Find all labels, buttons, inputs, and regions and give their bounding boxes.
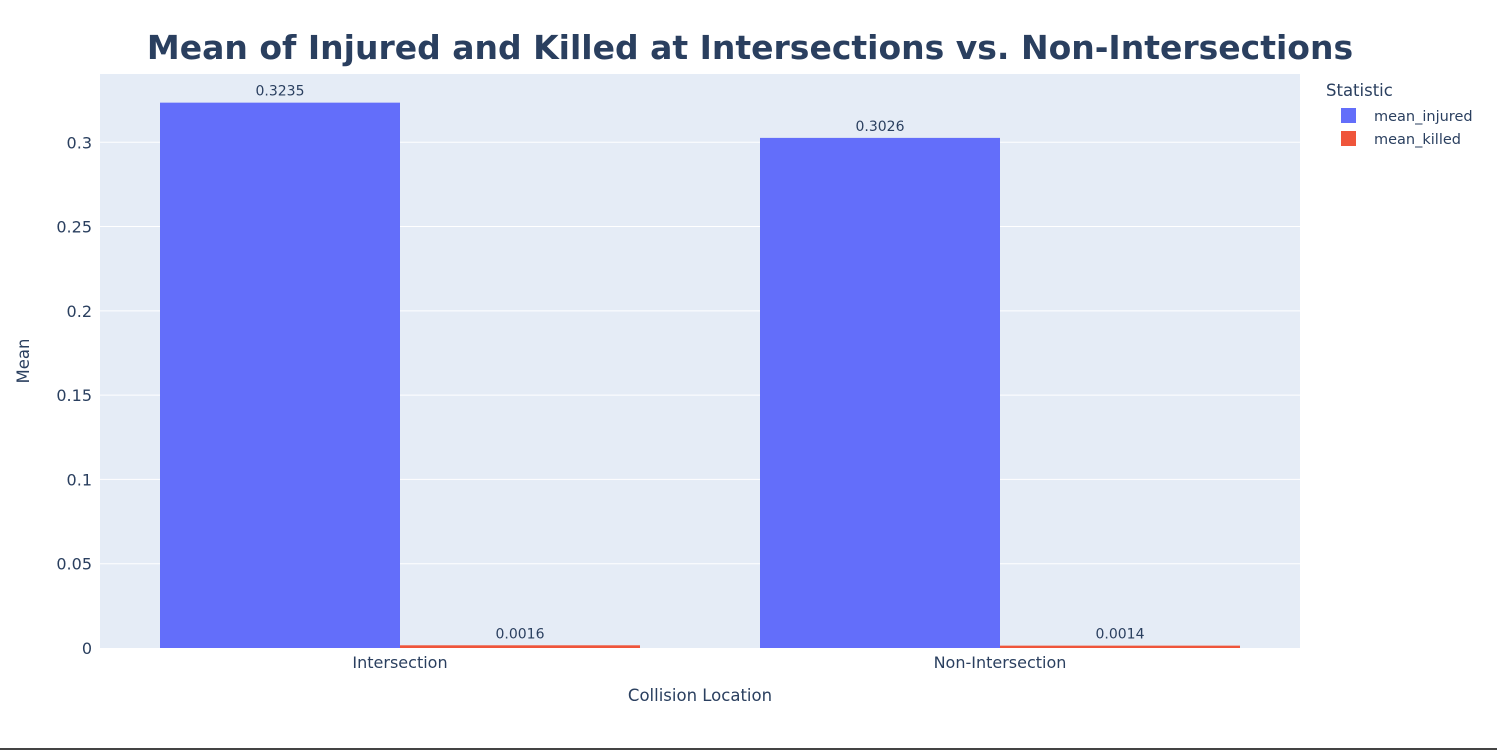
x-axis-title: Collision Location [628, 686, 772, 705]
legend-label-mean-killed: mean_killed [1374, 132, 1461, 148]
legend-label-mean-injured: mean_injured [1374, 109, 1473, 125]
chart-title: Mean of Injured and Killed at Intersecti… [147, 28, 1353, 67]
bottom-border [0, 748, 1497, 750]
data-label: 0.0016 [496, 626, 545, 642]
y-tick-label: 0.15 [56, 386, 92, 405]
bar-mean-injured-non-intersection[interactable] [760, 137, 1000, 648]
x-tick-label: Non-Intersection [934, 653, 1067, 672]
y-axis-title: Mean [14, 339, 33, 384]
bar-mean-killed-non-intersection[interactable] [1000, 645, 1240, 648]
legend-title: Statistic [1326, 81, 1393, 100]
legend-item-mean-killed[interactable]: mean_killed [1341, 131, 1461, 148]
x-axis-ticks: Intersection Non-Intersection [352, 653, 1066, 672]
y-tick-label: 0 [82, 639, 92, 658]
y-tick-label: 0.1 [67, 470, 92, 489]
y-tick-label: 0.25 [56, 218, 92, 237]
bars [160, 102, 1240, 649]
legend-swatch-mean-killed [1341, 131, 1356, 146]
legend-item-mean-injured[interactable]: mean_injured [1341, 108, 1473, 125]
y-tick-label: 0.3 [67, 133, 92, 152]
y-tick-label: 0.05 [56, 555, 92, 574]
data-label: 0.0014 [1096, 627, 1145, 643]
bar-mean-killed-intersection[interactable] [400, 645, 640, 648]
data-labels: 0.3235 0.0016 0.3026 0.0014 [256, 84, 1145, 643]
legend[interactable]: Statistic mean_injured mean_killed [1326, 81, 1473, 148]
bar-mean-injured-intersection[interactable] [160, 102, 400, 649]
y-tick-label: 0.2 [67, 302, 92, 321]
data-label: 0.3026 [856, 119, 905, 135]
y-axis-ticks: 0 0.05 0.1 0.15 0.2 0.25 0.3 [56, 133, 92, 658]
data-label: 0.3235 [256, 84, 305, 100]
x-tick-label: Intersection [352, 653, 447, 672]
legend-swatch-mean-injured [1341, 108, 1356, 123]
